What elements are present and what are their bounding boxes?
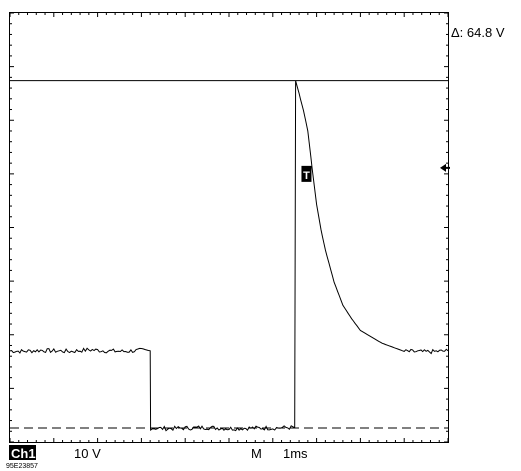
delta-prefix: Δ: [451, 25, 467, 40]
ch1-waveform [9, 80, 449, 432]
delta-readout: Δ: 64.8 V [451, 25, 505, 40]
trigger-position-marker[interactable]: T [301, 165, 312, 182]
channel-badge-background [9, 445, 36, 460]
delta-value: 64.8 V [467, 25, 505, 40]
trigger-marker-label: T [303, 170, 310, 182]
time-per-div: 1ms [283, 446, 308, 461]
graticule-frame [9, 12, 449, 443]
timebase-mode: M [251, 446, 262, 461]
trigger-level-arrow-icon[interactable] [440, 163, 450, 172]
graticule-ticks [9, 12, 449, 443]
channel-label: Ch1 [11, 446, 36, 461]
figure-id: 95E23857 [6, 463, 38, 470]
volts-per-div: 10 V [74, 446, 101, 461]
